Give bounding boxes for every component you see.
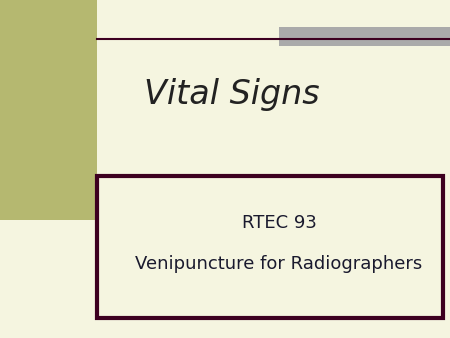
Text: Venipuncture for Radiographers: Venipuncture for Radiographers <box>135 255 423 273</box>
Text: Vital Signs: Vital Signs <box>144 78 320 111</box>
Bar <box>0 0 97 220</box>
Bar <box>97 176 443 318</box>
Text: RTEC 93: RTEC 93 <box>242 214 316 232</box>
Bar <box>279 27 450 46</box>
